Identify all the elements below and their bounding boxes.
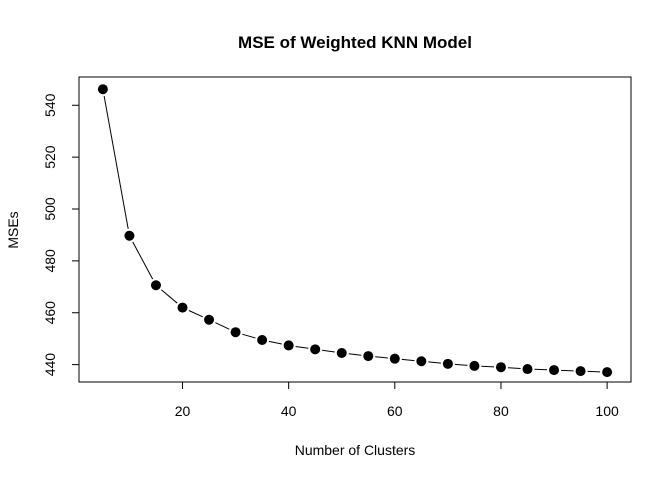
data-point <box>204 314 215 325</box>
data-point <box>283 340 294 351</box>
x-tick-label: 40 <box>281 403 297 419</box>
data-point <box>336 347 347 358</box>
y-tick-label: 520 <box>42 145 58 169</box>
line-segment <box>454 363 468 366</box>
data-point <box>150 280 161 291</box>
x-tick-label: 60 <box>387 403 403 419</box>
line-segment <box>242 333 256 339</box>
line-segment <box>401 358 415 362</box>
y-tick-label: 500 <box>42 197 58 221</box>
y-tick-label: 460 <box>42 301 58 325</box>
line-segment <box>103 95 129 229</box>
line-segment <box>322 349 335 353</box>
line-segment <box>295 345 309 349</box>
data-point <box>257 334 268 345</box>
line-segment <box>348 353 362 356</box>
line-segment <box>375 356 388 359</box>
plot-area <box>78 76 632 383</box>
x-tick-label: 20 <box>175 403 191 419</box>
data-point <box>124 230 135 241</box>
y-axis: 440 460 480 500 520 540 <box>42 93 80 377</box>
data-point <box>177 302 188 313</box>
data-point <box>363 351 374 362</box>
data-point <box>389 353 400 364</box>
data-point <box>230 327 241 338</box>
y-tick-label: 440 <box>42 353 58 377</box>
line-segment <box>481 365 494 368</box>
data-point <box>575 366 586 377</box>
line-segment <box>215 322 230 330</box>
data-point <box>97 84 108 95</box>
line-segment <box>428 361 441 364</box>
x-axis: 20 40 60 80 100 <box>175 381 619 419</box>
line-segment <box>268 340 282 345</box>
x-tick-label: 80 <box>493 403 509 419</box>
x-axis-label: Number of Clusters <box>295 442 416 458</box>
data-point <box>469 360 480 371</box>
data-point <box>442 358 453 369</box>
x-tick-label: 100 <box>595 403 619 419</box>
chart-title: MSE of Weighted KNN Model <box>238 33 472 52</box>
y-tick-label: 480 <box>42 249 58 273</box>
data-point <box>495 362 506 373</box>
data-point <box>549 365 560 376</box>
y-tick-label: 540 <box>42 93 58 117</box>
data-point <box>310 344 321 355</box>
series-line <box>103 95 601 373</box>
line-segment <box>188 310 203 318</box>
data-points <box>97 84 613 378</box>
line-segment <box>507 367 521 370</box>
data-point <box>522 364 533 375</box>
data-point <box>602 367 613 378</box>
data-point <box>416 356 427 367</box>
y-axis-label: MSEs <box>5 211 21 248</box>
line-segment <box>132 241 154 280</box>
line-segment <box>160 289 178 304</box>
